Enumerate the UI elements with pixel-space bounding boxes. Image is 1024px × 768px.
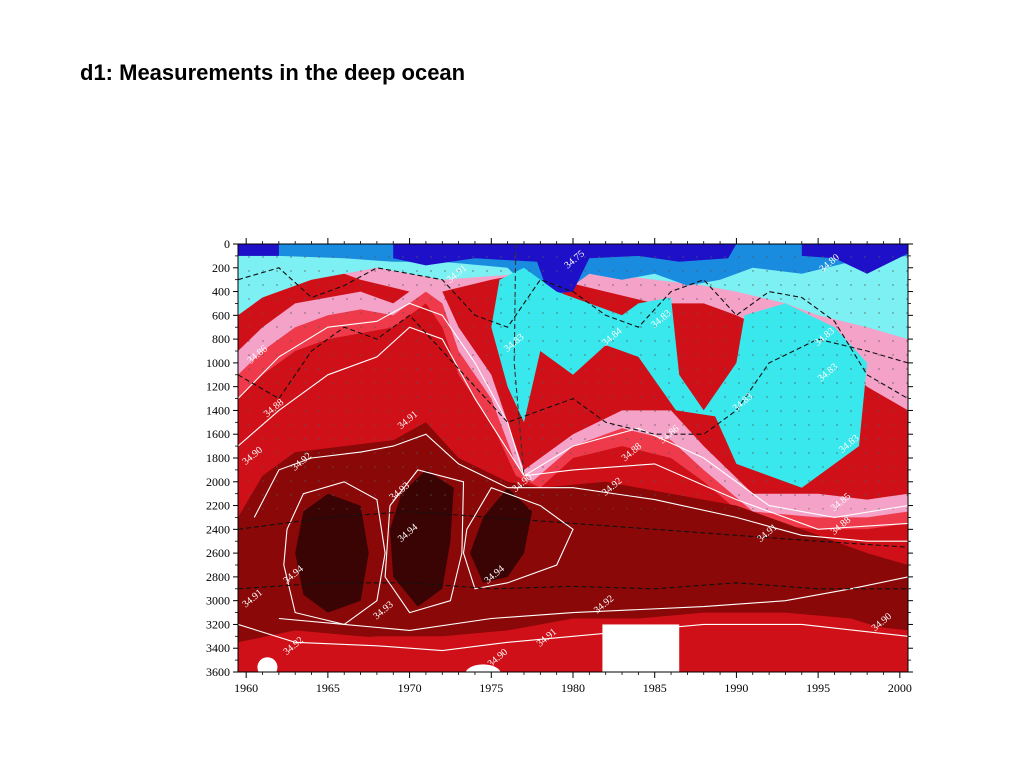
y-tick-label: 1600 bbox=[206, 427, 230, 441]
isopycnal-2 bbox=[238, 314, 908, 435]
salinity-section-chart: 34.75 34.80 34.91 34.86 34.88 34.90 34.92 34.93… bbox=[186, 236, 916, 706]
contour-34-93-b bbox=[384, 469, 465, 614]
core-1976 bbox=[470, 487, 533, 583]
y-tick-label: 3000 bbox=[206, 594, 230, 608]
y-tick-label: 3200 bbox=[206, 617, 230, 631]
y-tick-label: 2800 bbox=[206, 570, 230, 584]
y-tick-label: 1200 bbox=[206, 380, 230, 394]
y-tick-label: 600 bbox=[212, 308, 230, 322]
y-tick-label: 400 bbox=[212, 285, 230, 299]
contour-34-92-deep bbox=[278, 576, 908, 631]
stipple-dots bbox=[238, 244, 908, 510]
axes: 0 200 400 600 800 1000 1200 1400 1600 1800 2000 220… bbox=[206, 237, 913, 695]
y-tick-label: 1400 bbox=[206, 403, 230, 417]
heatmap-field bbox=[238, 244, 908, 672]
contour-34-92 bbox=[253, 433, 908, 542]
isopycnal-vertical bbox=[513, 244, 525, 476]
x-tick-label: 1970 bbox=[398, 681, 422, 695]
core-1965 bbox=[295, 493, 369, 613]
y-tick-label: 3400 bbox=[206, 641, 230, 655]
y-tick-label: 0 bbox=[224, 237, 230, 251]
y-tick-label: 1000 bbox=[206, 356, 230, 370]
slide-title: d1: Measurements in the deep ocean bbox=[80, 60, 466, 85]
x-tick-label: 1995 bbox=[806, 681, 830, 695]
data-gap-1961 bbox=[257, 657, 278, 672]
data-gap-1974 bbox=[465, 664, 501, 672]
isopycnal-4 bbox=[238, 582, 908, 590]
contour-34-94 bbox=[462, 487, 574, 590]
y-tick-label: 800 bbox=[212, 332, 230, 346]
x-tick-label: 1960 bbox=[234, 681, 258, 695]
isopycnal-1 bbox=[238, 267, 908, 400]
y-tick-label: 3600 bbox=[206, 665, 230, 679]
data-gap-1984 bbox=[602, 624, 680, 672]
x-tick-label: 1990 bbox=[724, 681, 748, 695]
x-tick-label: 1980 bbox=[561, 681, 585, 695]
y-tick-label: 1800 bbox=[206, 451, 230, 465]
contour-34-88 bbox=[238, 302, 908, 518]
band-bottom-red bbox=[238, 618, 908, 672]
isopycnal-3 bbox=[238, 510, 908, 548]
contour-34-91-deep bbox=[238, 623, 908, 652]
x-tick-label: 2000 bbox=[888, 681, 912, 695]
y-tick-label: 2200 bbox=[206, 499, 230, 513]
x-tick-label: 1985 bbox=[643, 681, 667, 695]
x-tick-label: 1965 bbox=[316, 681, 340, 695]
contour-34-93-a bbox=[283, 481, 386, 625]
y-tick-label: 2400 bbox=[206, 522, 230, 536]
contour-lines bbox=[238, 244, 908, 652]
y-tick-label: 2000 bbox=[206, 475, 230, 489]
y-tick-label: 2600 bbox=[206, 546, 230, 560]
contour-34-90 bbox=[238, 326, 908, 530]
x-tick-label: 1975 bbox=[479, 681, 503, 695]
y-tick-label: 200 bbox=[212, 261, 230, 275]
